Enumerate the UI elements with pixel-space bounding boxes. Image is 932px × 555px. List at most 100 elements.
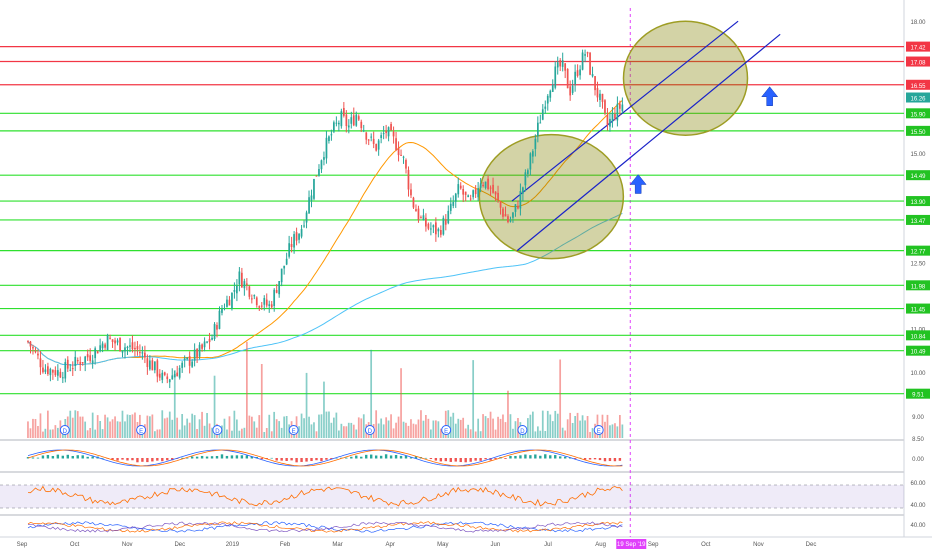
macd-histogram-bar — [350, 456, 353, 459]
macd-histogram-bar — [593, 458, 597, 460]
volume-bar — [330, 422, 333, 438]
volume-bar — [410, 419, 412, 438]
macd-histogram-bar — [146, 458, 149, 463]
volume-bar — [211, 427, 213, 438]
volume-bar — [213, 375, 216, 438]
candle-body — [594, 76, 596, 91]
volume-bar — [171, 419, 174, 438]
volume-bar — [467, 424, 470, 438]
candle-body — [278, 281, 281, 295]
event-marker-icon — [59, 425, 70, 435]
volume-bar — [392, 428, 395, 438]
macd-histogram-bar — [51, 456, 55, 459]
volume-bar — [611, 424, 614, 438]
volume-bar — [49, 429, 52, 438]
candle-body — [129, 345, 131, 347]
candle-body — [464, 191, 467, 195]
macd-histogram-bar — [424, 457, 428, 459]
macd-histogram-bar — [603, 458, 607, 462]
candle-body — [243, 281, 246, 289]
macd-histogram-bar — [414, 456, 418, 459]
candle-body — [479, 183, 482, 188]
volume-bar — [163, 418, 166, 438]
time-tick-label: Apr — [386, 542, 395, 548]
candle-body — [39, 358, 42, 368]
macd-histogram-bar — [195, 456, 199, 459]
volume-bar — [191, 413, 194, 438]
candle-body — [566, 69, 569, 89]
macd-histogram-bar — [360, 456, 363, 459]
candle-body — [407, 169, 410, 190]
macd-histogram-bar — [285, 458, 288, 461]
event-marker-icon — [517, 425, 528, 435]
volume-bar — [589, 432, 591, 438]
macd-histogram-bar — [404, 455, 408, 459]
adx-line-2 — [27, 521, 623, 533]
candle-body — [380, 135, 383, 138]
candle-body — [263, 298, 266, 305]
price-level-label: 17.42 — [910, 46, 926, 52]
volume-bar — [251, 416, 253, 438]
candle-body — [141, 352, 144, 354]
candle-body — [231, 292, 233, 309]
candle-body — [198, 344, 201, 357]
candle-body — [621, 104, 624, 112]
candle-body — [203, 341, 206, 348]
macd-histogram-bar — [185, 457, 189, 459]
macd-histogram-bar — [469, 458, 472, 462]
macd-histogram-bar — [583, 458, 587, 460]
volume-bar — [444, 410, 447, 438]
macd-histogram-bar — [200, 455, 204, 459]
price-level-badge — [906, 245, 930, 256]
volume-bar — [173, 370, 176, 438]
volume-bar — [188, 422, 191, 438]
candle-body — [223, 308, 226, 309]
volume-bar — [176, 417, 179, 438]
candle-body — [390, 124, 392, 131]
time-tick-label: Nov — [122, 542, 133, 548]
volume-bar — [482, 414, 484, 438]
volume-bar — [99, 421, 102, 438]
macd-histogram-bar — [534, 454, 537, 459]
volume-bar — [131, 414, 134, 438]
volume-bar — [238, 430, 241, 438]
volume-bar — [571, 423, 574, 438]
volume-bar — [440, 428, 442, 438]
volume-bar — [258, 415, 261, 438]
volume-bar — [489, 411, 492, 438]
price-level-label: 10.49 — [910, 350, 926, 356]
volume-bar — [395, 422, 397, 438]
candle-body — [382, 133, 385, 135]
price-level-label: 13.90 — [910, 200, 926, 206]
candle-body — [186, 357, 189, 359]
candle-body — [305, 212, 308, 223]
macd-histogram-bar — [613, 458, 617, 462]
volume-bar — [437, 421, 440, 438]
volume-bar — [196, 429, 198, 438]
candle-body — [579, 69, 581, 76]
candle-body — [295, 232, 298, 241]
candle-body — [372, 138, 375, 144]
volume-bar — [86, 430, 89, 438]
candle-body — [47, 366, 49, 374]
event-marker-label: E — [597, 429, 601, 435]
volume-bar — [512, 428, 514, 438]
macd-histogram-bar — [573, 458, 577, 459]
volume-bar — [609, 425, 611, 438]
candle-body — [442, 217, 445, 235]
volume-bar — [318, 414, 320, 438]
candle-body — [258, 306, 261, 308]
candle-body — [149, 360, 151, 370]
volume-bar — [178, 429, 181, 438]
macd-histogram-bar — [365, 454, 368, 459]
candle-body — [440, 230, 442, 235]
volume-bar — [300, 413, 303, 438]
macd-histogram-bar — [220, 454, 224, 459]
candle-body — [298, 233, 300, 240]
volume-bar — [352, 424, 355, 438]
candle-body — [136, 346, 139, 350]
macd-histogram-bar — [374, 455, 378, 459]
volume-bar — [323, 381, 325, 438]
candle-body — [44, 369, 47, 372]
